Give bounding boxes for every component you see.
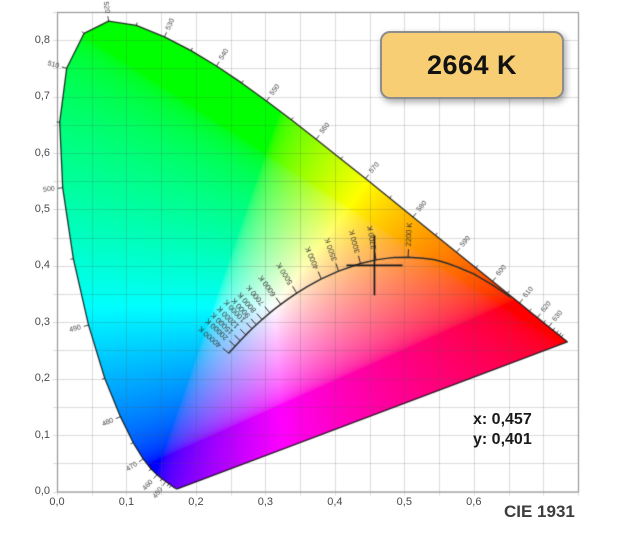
x-axis-tick-label: 0,6	[466, 496, 482, 508]
diagram-name-label: CIE 1931	[504, 502, 575, 521]
y-axis-tick-label: 0,6	[34, 146, 50, 159]
y-axis-tick-label: 0,0	[34, 485, 50, 497]
x-axis-tick-label: 0,4	[327, 496, 343, 508]
coordinate-readout: x: 0,457 y: 0,401	[473, 410, 532, 450]
y-axis-tick-label: 0,8	[34, 33, 50, 46]
x-axis-tick-label: 0,0	[49, 496, 65, 508]
y-axis-tick-label: 0,4	[34, 259, 50, 272]
x-axis-tick-label: 0,2	[188, 496, 204, 508]
x-axis-tick-label: 0,3	[257, 496, 274, 508]
y-axis-tick-label: 0,2	[34, 372, 50, 385]
cct-badge-label: 2664 K	[426, 49, 518, 80]
y-axis-tick-label: 0,3	[34, 315, 50, 328]
cct-badge: 2664 K	[380, 31, 564, 99]
y-axis-tick-label: 0,5	[34, 202, 50, 215]
y-axis-tick-label: 0,7	[34, 90, 50, 103]
x-coordinate-readout: x: 0,457	[473, 411, 532, 428]
x-axis-tick-label: 0,1	[118, 496, 135, 508]
y-coordinate-readout: y: 0,401	[473, 431, 532, 448]
x-axis-tick-label: 0,5	[396, 496, 412, 508]
y-axis-tick-label: 0,1	[34, 428, 50, 441]
